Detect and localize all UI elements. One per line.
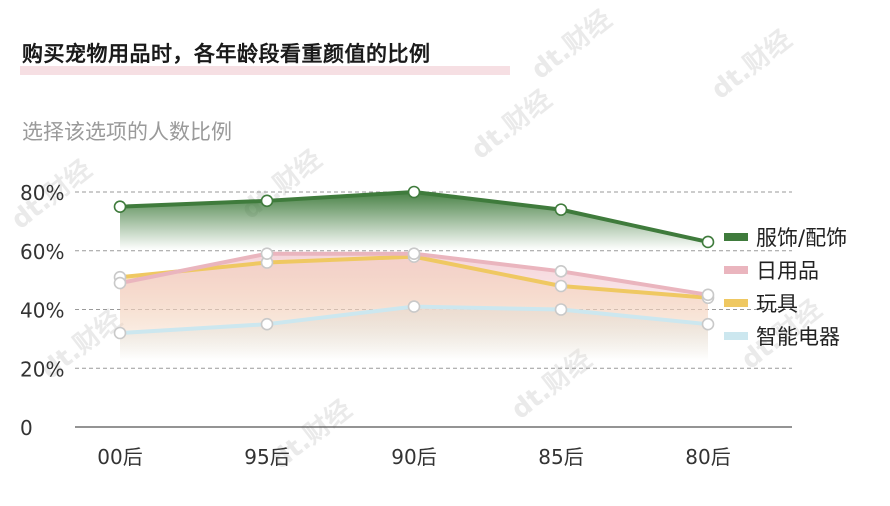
legend-swatch bbox=[724, 233, 748, 241]
data-point bbox=[554, 265, 568, 278]
legend-label: 服饰/配饰 bbox=[756, 226, 847, 250]
data-point bbox=[113, 326, 127, 340]
data-point bbox=[554, 279, 568, 293]
legend-label: 智能电器 bbox=[756, 325, 840, 349]
area-fills bbox=[120, 192, 708, 360]
x-tick-label: 80后 bbox=[685, 445, 730, 469]
x-tick-label: 85后 bbox=[538, 445, 583, 469]
data-point bbox=[701, 317, 715, 331]
legend-label: 玩具 bbox=[756, 292, 798, 316]
data-point bbox=[554, 203, 568, 216]
data-point bbox=[701, 235, 715, 249]
y-tick-label: 80% bbox=[20, 181, 64, 205]
watermark: dt.财经 bbox=[705, 24, 797, 106]
x-tick-label: 90后 bbox=[391, 445, 436, 469]
data-point bbox=[554, 303, 568, 316]
data-point bbox=[701, 288, 715, 302]
data-point bbox=[407, 185, 421, 199]
legend-swatch bbox=[724, 266, 748, 274]
data-points bbox=[113, 185, 715, 340]
data-point bbox=[260, 194, 274, 208]
legend-swatch bbox=[724, 332, 748, 340]
y-axis-ticks: 80% 60% 40% 20% 0 bbox=[20, 181, 64, 440]
data-point bbox=[113, 276, 127, 290]
x-tick-label: 95后 bbox=[244, 445, 289, 469]
data-point bbox=[260, 317, 274, 331]
y-tick-label: 20% bbox=[20, 357, 64, 381]
y-tick-label: 60% bbox=[20, 240, 64, 264]
y-tick-label: 40% bbox=[20, 299, 64, 323]
legend-label: 日用品 bbox=[756, 259, 819, 283]
chart-title: 购买宠物用品时，各年龄段看重颜值的比例 bbox=[22, 42, 431, 66]
data-point bbox=[260, 247, 274, 260]
data-point bbox=[407, 247, 421, 260]
watermark: dt.财经 bbox=[525, 4, 617, 86]
gridlines bbox=[75, 191, 792, 428]
legend-swatch bbox=[724, 299, 748, 307]
x-axis-ticks: 00后 95后 90后 85后 80后 bbox=[97, 445, 730, 469]
x-tick-label: 00后 bbox=[97, 445, 142, 469]
y-tick-label: 0 bbox=[20, 416, 33, 440]
chart-subtitle: 选择该选项的人数比例 bbox=[22, 120, 232, 144]
watermark: dt.财经 bbox=[465, 84, 557, 166]
data-point bbox=[407, 300, 421, 313]
data-point bbox=[113, 200, 127, 213]
